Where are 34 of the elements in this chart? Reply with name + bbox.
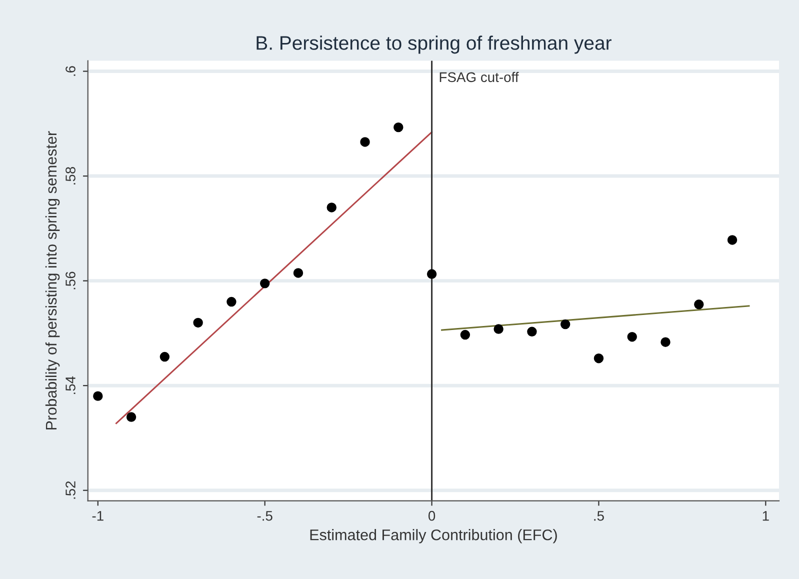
point (460, 330, 470, 340)
y-tick-label: .54 (66, 376, 76, 394)
x-tick-label: -1 (92, 511, 104, 521)
point (226, 296, 236, 307)
y-tick-label: .56 (66, 272, 76, 290)
point (594, 353, 604, 364)
x-tick-label: 1 (762, 511, 769, 521)
point (193, 318, 203, 328)
x-axis-title: Estimated Family Contribution (EFC) (310, 529, 557, 544)
point (326, 202, 336, 212)
chart-title: B. Persistence to spring of freshman year (256, 36, 612, 54)
point (727, 235, 738, 245)
point (660, 337, 670, 347)
y-tick-label: .58 (66, 166, 76, 184)
y-tick-label: .52 (66, 481, 76, 499)
y-tick-label: .6 (66, 66, 76, 76)
point (627, 332, 637, 342)
point (93, 391, 103, 401)
point (694, 300, 704, 310)
y-axis-title: Probability of persisting into spring semester (45, 131, 60, 430)
x-tick-label: -.5 (257, 511, 272, 521)
point (293, 268, 304, 278)
point (426, 269, 437, 279)
point (394, 122, 404, 132)
point (160, 352, 170, 362)
point (560, 319, 570, 330)
point (494, 324, 504, 334)
ref-line-label: FSAG cut-off (440, 72, 519, 82)
x-tick-label: 0 (428, 510, 436, 521)
point (126, 412, 136, 422)
x-tick-label: .5 (594, 511, 604, 521)
point (260, 278, 270, 288)
point (527, 326, 537, 336)
point (360, 137, 370, 147)
